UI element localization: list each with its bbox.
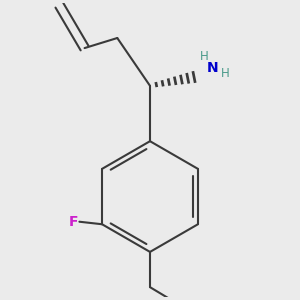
Text: H: H [200, 50, 208, 63]
Text: F: F [68, 215, 78, 229]
Text: N: N [207, 61, 218, 75]
Text: H: H [221, 67, 230, 80]
